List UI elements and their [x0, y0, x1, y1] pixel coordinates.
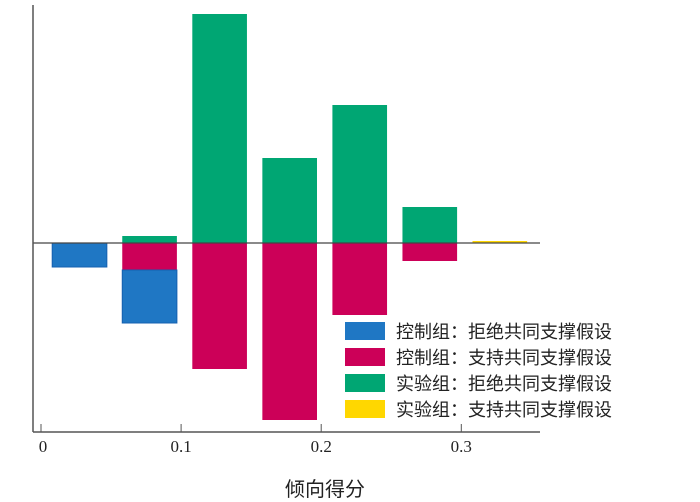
x-axis-label: 倾向得分: [285, 477, 365, 501]
bar-series2-bin3: [192, 243, 247, 369]
bar-series3-bin5: [332, 105, 388, 243]
legend: 控制组：拒绝共同支撑假设控制组：支持共同支撑假设实验组：拒绝共同支撑假设实验组：…: [345, 322, 612, 421]
bar-series4-bin7: [472, 241, 528, 243]
bar-series3-bin4: [262, 158, 317, 243]
bar-series2-bin2: [122, 243, 177, 270]
bar-series2-bin6: [402, 243, 458, 261]
bar-series2-bin5: [332, 243, 388, 315]
legend-label: 实验组：支持共同支撑假设: [396, 400, 612, 421]
bar-series3-bin2: [122, 236, 177, 243]
legend-label: 控制组：支持共同支撑假设: [396, 348, 612, 369]
bar-series3-bin6: [402, 207, 458, 243]
x-tick-label: 0: [39, 437, 48, 456]
legend-swatch: [345, 348, 385, 366]
x-ticks: 0 0.1 0.2 0.3: [39, 424, 472, 456]
x-tick-label: 0.1: [170, 437, 191, 456]
legend-swatch: [345, 322, 385, 340]
legend-label: 实验组：拒绝共同支撑假设: [396, 374, 612, 395]
x-tick-label: 0.3: [451, 437, 472, 456]
legend-swatch: [345, 400, 385, 418]
legend-swatch: [345, 374, 385, 392]
bar-series1-bin2: [121, 269, 178, 324]
bars: [51, 14, 528, 420]
bar-series1-bin1: [51, 242, 108, 268]
bar-series2-bin4: [262, 243, 317, 420]
legend-label: 控制组：拒绝共同支撑假设: [396, 322, 612, 343]
x-tick-label: 0.2: [311, 437, 332, 456]
bar-series3-bin3: [192, 14, 247, 243]
